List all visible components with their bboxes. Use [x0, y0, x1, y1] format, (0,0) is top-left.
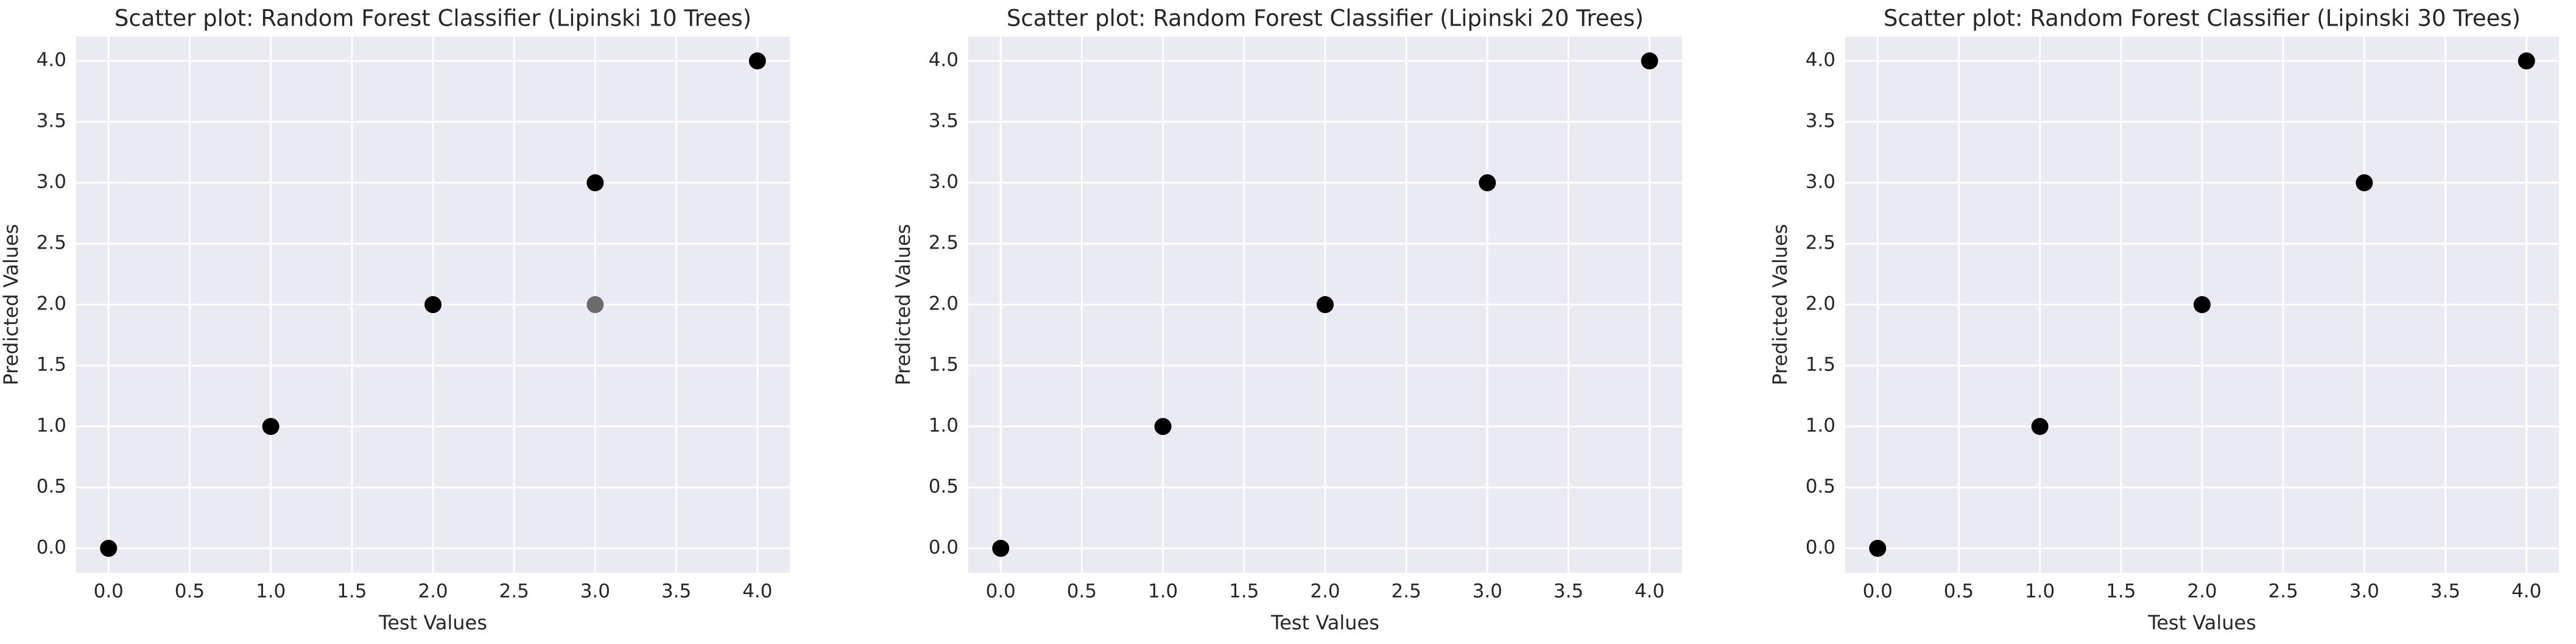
- x-tick-label: 1.5: [1229, 581, 1259, 603]
- y-tick-label: 0.0: [929, 537, 959, 559]
- y-tick-label: 2.0: [37, 293, 66, 315]
- y-tick-label: 1.5: [929, 354, 959, 376]
- x-axis-label: Test Values: [1270, 611, 1379, 634]
- y-tick-label: 1.0: [929, 415, 959, 437]
- x-tick-label: 3.5: [1554, 581, 1583, 603]
- x-tick-label: 1.0: [2025, 581, 2055, 603]
- x-tick-label: 0.0: [1863, 581, 1893, 603]
- y-tick-label: 0.5: [929, 476, 959, 498]
- chart-title: Scatter plot: Random Forest Classifier (…: [114, 5, 751, 32]
- point: [1869, 540, 1887, 557]
- y-tick-label: 0.0: [37, 537, 66, 559]
- y-tick-label: 4.0: [37, 49, 66, 71]
- x-tick-label: 4.0: [1635, 581, 1664, 603]
- y-tick-label: 0.5: [1806, 476, 1835, 498]
- y-tick-label: 3.5: [1806, 110, 1835, 132]
- x-tick-label: 0.5: [1944, 581, 1974, 603]
- y-tick-label: 3.5: [37, 110, 66, 132]
- x-tick-label: 0.0: [94, 581, 124, 603]
- y-tick-label: 3.5: [929, 110, 959, 132]
- y-tick-label: 1.0: [1806, 415, 1835, 437]
- point: [2031, 418, 2049, 435]
- x-tick-label: 2.0: [418, 581, 448, 603]
- y-tick-label: 0.0: [1806, 537, 1835, 559]
- y-tick-label: 2.5: [37, 232, 66, 254]
- x-tick-label: 1.5: [2106, 581, 2136, 603]
- x-tick-label: 3.0: [2349, 581, 2379, 603]
- x-tick-label: 3.5: [661, 581, 691, 603]
- chart-title: Scatter plot: Random Forest Classifier (…: [1884, 5, 2521, 32]
- point: [1154, 418, 1172, 435]
- x-tick-label: 1.5: [337, 581, 367, 603]
- chart-title: Scatter plot: Random Forest Classifier (…: [1007, 5, 1644, 32]
- y-tick-label: 4.0: [929, 49, 959, 71]
- x-tick-label: 0.0: [986, 581, 1016, 603]
- y-axis-label: Predicted Values: [1768, 224, 1792, 386]
- x-tick-label: 2.5: [499, 581, 529, 603]
- x-axis-label: Test Values: [2147, 611, 2256, 634]
- point: [2518, 52, 2535, 69]
- x-tick-label: 3.5: [2430, 581, 2460, 603]
- y-axis-label: Predicted Values: [892, 224, 915, 386]
- x-tick-label: 1.0: [1148, 581, 1178, 603]
- y-tick-label: 1.5: [1806, 354, 1835, 376]
- point: [1641, 52, 1658, 69]
- point: [100, 540, 118, 557]
- y-tick-label: 4.0: [1806, 49, 1835, 71]
- y-tick-label: 0.5: [37, 476, 66, 498]
- point: [424, 296, 442, 313]
- x-tick-label: 4.0: [2511, 581, 2541, 603]
- point: [262, 418, 280, 435]
- y-tick-label: 3.0: [1806, 171, 1835, 193]
- x-tick-label: 2.5: [2268, 581, 2298, 603]
- point: [1479, 174, 1496, 191]
- point: [748, 52, 766, 69]
- point: [586, 174, 604, 191]
- y-tick-label: 2.0: [1806, 293, 1835, 315]
- point: [2356, 174, 2373, 191]
- y-tick-label: 3.0: [37, 171, 66, 193]
- y-tick-label: 1.5: [37, 354, 66, 376]
- y-tick-label: 2.5: [929, 232, 959, 254]
- point: [1317, 296, 1334, 313]
- y-tick-label: 3.0: [929, 171, 959, 193]
- x-tick-label: 4.0: [742, 581, 772, 603]
- x-tick-label: 3.0: [1473, 581, 1502, 603]
- point: [586, 296, 604, 313]
- y-axis-label: Predicted Values: [0, 224, 23, 386]
- x-tick-label: 2.5: [1392, 581, 1421, 603]
- x-tick-label: 0.5: [1067, 581, 1097, 603]
- x-axis-label: Test Values: [378, 611, 487, 634]
- y-tick-label: 2.5: [1806, 232, 1835, 254]
- y-tick-label: 2.0: [929, 293, 959, 315]
- point: [2194, 296, 2211, 313]
- x-tick-label: 1.0: [256, 581, 286, 603]
- x-tick-label: 0.5: [175, 581, 205, 603]
- x-tick-label: 2.0: [2187, 581, 2217, 603]
- y-tick-label: 1.0: [37, 415, 66, 437]
- x-tick-label: 3.0: [580, 581, 610, 603]
- x-tick-label: 2.0: [1310, 581, 1340, 603]
- point: [992, 540, 1010, 557]
